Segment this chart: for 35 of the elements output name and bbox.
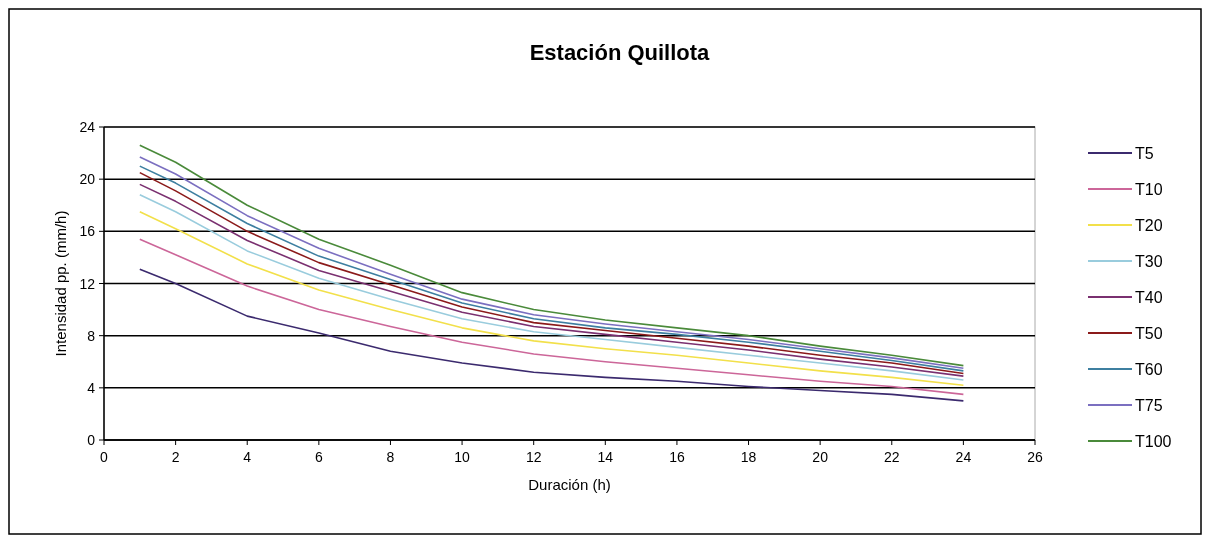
x-tick-label: 12 (525, 449, 542, 465)
legend-label: T30 (1135, 253, 1163, 270)
x-tick-label: 4 (243, 449, 252, 465)
legend-label: T40 (1135, 289, 1163, 306)
legend-label: T50 (1135, 325, 1163, 342)
x-tick-label: 18 (740, 449, 757, 465)
line-series (139, 268, 965, 402)
legend-label: T10 (1135, 181, 1163, 198)
x-tick-label: 26 (1027, 449, 1043, 465)
legend-label: T60 (1135, 361, 1163, 378)
y-tick-label: 8 (87, 327, 96, 344)
x-tick-label: 14 (597, 449, 614, 465)
x-tick-label: 0 (100, 449, 109, 465)
x-tick-label: 2 (171, 449, 180, 465)
x-tick-label: 6 (314, 449, 323, 465)
x-tick-label: 20 (812, 449, 829, 465)
x-tick-label: 8 (386, 449, 395, 465)
x-axis-title: Duración (h) (528, 476, 611, 493)
legend-label: T5 (1135, 145, 1154, 162)
y-tick-label: 0 (87, 432, 96, 448)
y-tick-label: 4 (87, 379, 96, 396)
legend-label: T75 (1135, 397, 1163, 414)
chart-title: Estación Quillota (529, 40, 711, 65)
x-tick-label: 22 (883, 449, 900, 465)
x-tick-label: 16 (669, 449, 685, 465)
y-tick-label: 24 (79, 119, 96, 135)
y-tick-label: 12 (79, 275, 96, 292)
y-tick-label: 20 (79, 171, 96, 188)
x-tick-label: 24 (955, 449, 972, 465)
y-tick-label: 16 (79, 223, 96, 240)
x-tick-label: 10 (454, 449, 471, 465)
y-axis-title: Intensidad pp. (mm/h) (52, 210, 69, 357)
legend-label: T100 (1135, 433, 1172, 450)
legend-label: T20 (1135, 217, 1163, 234)
line-series (139, 238, 965, 396)
